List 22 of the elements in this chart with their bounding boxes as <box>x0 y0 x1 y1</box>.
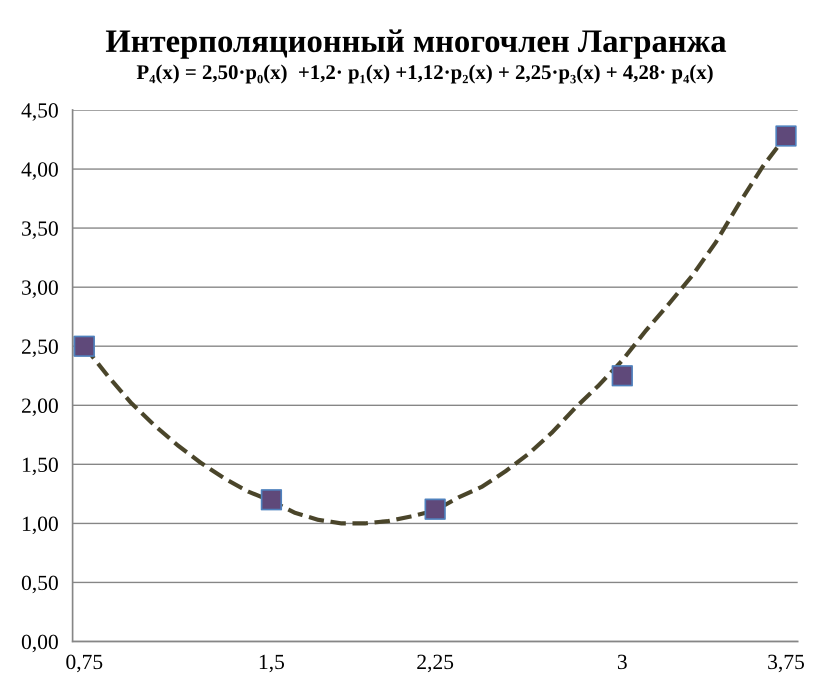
y-tick-label: 1,00 <box>22 516 58 534</box>
y-tick-label: 0,50 <box>22 576 58 594</box>
y-tick-label: 3,00 <box>22 280 58 298</box>
y-tick-label: 1,50 <box>22 457 58 476</box>
y-tick-label: 2,00 <box>22 398 58 416</box>
chart-subtitle: P₄(x) = 2,50·p₀(x) +1,2· p₁(x) +1,12·p₂(x) + 2,25·p₃(x) + 4,28· p₄(x) <box>136 64 713 84</box>
chart-title: Интерполяционный многочлен Лагранжа <box>106 29 726 59</box>
y-tick-label: 2,50 <box>22 339 58 357</box>
x-tick-label: 3,75 <box>768 654 804 672</box>
x-tick-label: 0,75 <box>66 654 102 672</box>
point <box>775 125 797 147</box>
point <box>260 489 282 510</box>
y-tick-label: 4,50 <box>21 103 58 121</box>
point <box>74 336 95 357</box>
y-tick-label: 3,50 <box>22 221 58 239</box>
point <box>424 498 446 520</box>
point <box>612 365 633 386</box>
y-tick-label: 4,00 <box>21 162 58 180</box>
x-tick-label: 1,5 <box>260 654 284 672</box>
x-tick-label: 3 <box>618 654 627 670</box>
y-tick-label: 0,00 <box>22 634 58 652</box>
x-tick-label: 2,25 <box>417 654 454 672</box>
